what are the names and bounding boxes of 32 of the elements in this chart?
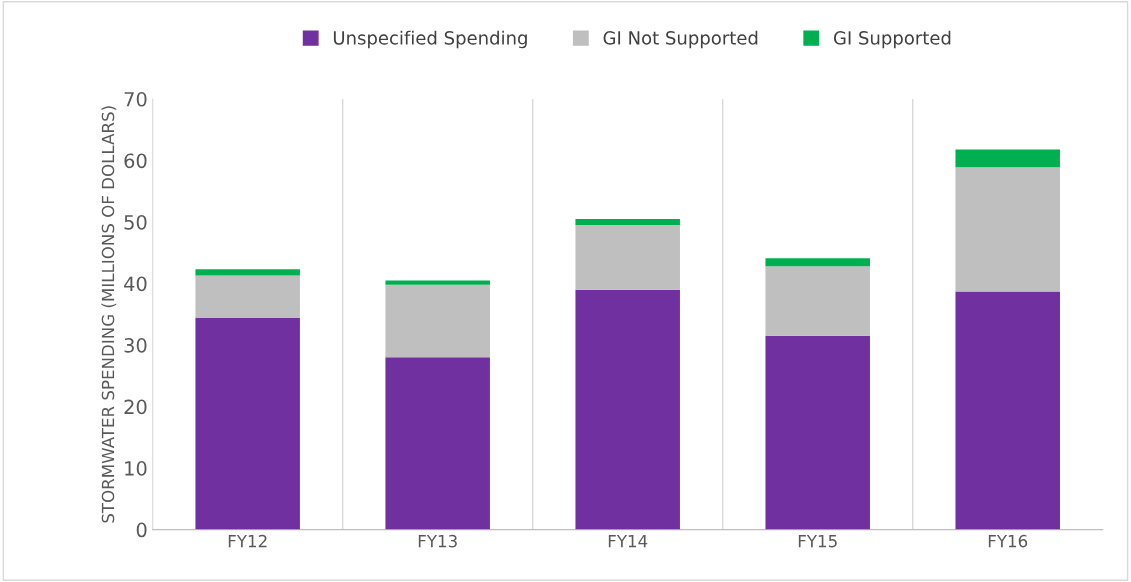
y-tick-label: 70	[124, 91, 147, 107]
bar	[575, 225, 680, 290]
bar	[955, 291, 1060, 530]
bar	[575, 218, 680, 226]
bar	[385, 357, 490, 530]
x-tick-label: FY15	[798, 534, 837, 548]
y-tick-label: 50	[124, 214, 147, 230]
bar	[955, 167, 1060, 292]
bar	[195, 269, 300, 276]
y-tick-label: 20	[124, 399, 147, 415]
bar	[385, 280, 490, 285]
bar	[765, 266, 870, 336]
bar	[385, 284, 490, 358]
legend-label: GI Supported	[833, 30, 951, 49]
bar	[765, 335, 870, 530]
y-axis-title: STORMWATER SPENDING (MILLIONS OF DOLLARS)	[101, 106, 117, 523]
bar	[195, 317, 300, 530]
x-tick-label: FY13	[418, 534, 457, 548]
x-tick-label: FY12	[228, 534, 267, 548]
legend-label: Unspecified Spending	[333, 30, 527, 49]
bar	[195, 275, 300, 318]
y-tick-label: 0	[136, 522, 147, 538]
bar	[955, 149, 1060, 168]
y-tick-label: 40	[124, 276, 147, 292]
x-tick-label: FY16	[988, 534, 1028, 548]
y-tick-label: 10	[125, 461, 147, 476]
legend-label: GI Not Supported	[603, 30, 758, 49]
bar	[765, 258, 870, 267]
y-tick-label: 60	[124, 153, 147, 169]
bar	[575, 289, 680, 530]
y-tick-label: 30	[124, 338, 147, 353]
x-tick-label: FY14	[608, 534, 648, 548]
